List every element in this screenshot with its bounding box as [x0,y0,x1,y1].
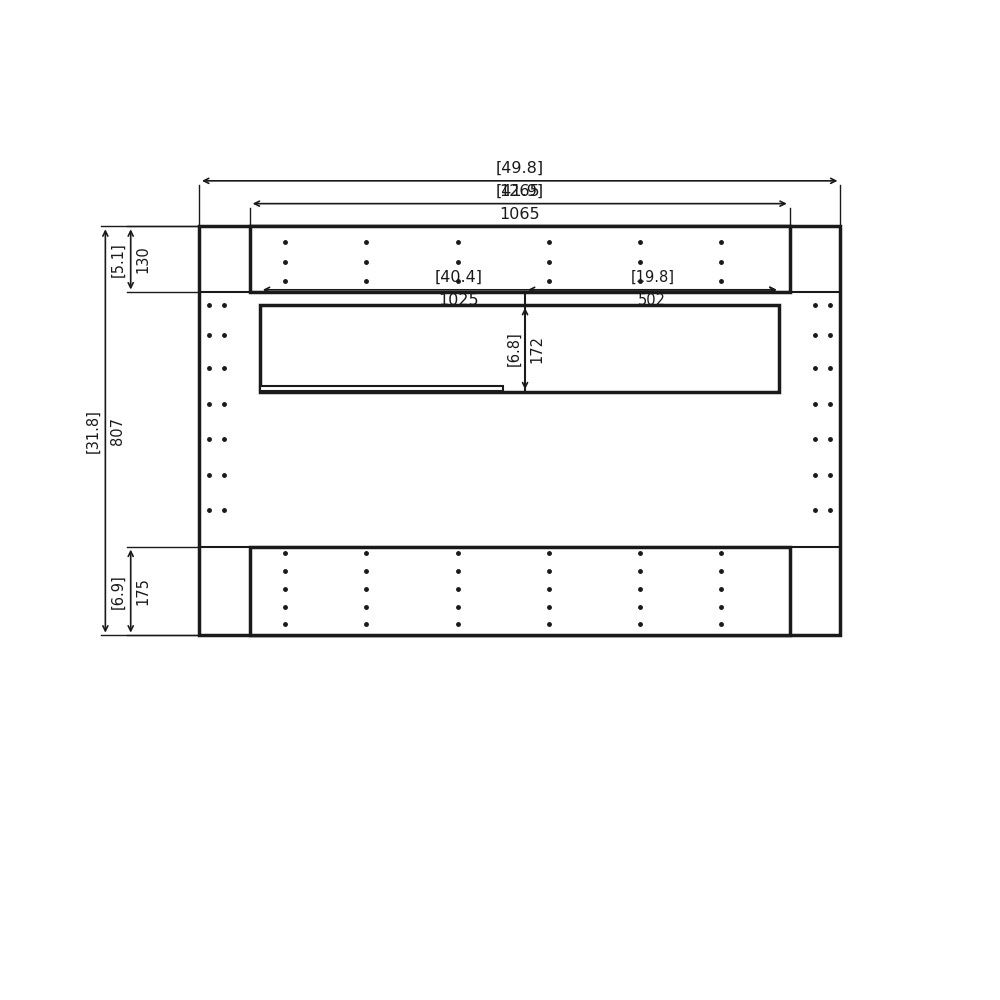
Text: [41.9]: [41.9] [496,184,544,199]
Text: 1265: 1265 [499,184,540,199]
Bar [250,226,790,292]
Text: [6.8]: [6.8] [506,331,521,366]
Text: 807: 807 [110,417,125,445]
Text: [31.8]: [31.8] [85,409,100,453]
Bar [260,305,779,392]
Bar [260,386,503,391]
Text: [19.8]: [19.8] [630,270,674,285]
Bar [250,547,790,635]
Text: 172: 172 [529,335,544,363]
Text: [5.1]: [5.1] [111,242,126,277]
Text: [6.9]: [6.9] [111,574,126,609]
Text: 1025: 1025 [439,293,479,308]
Text: [40.4]: [40.4] [435,270,483,285]
Text: 130: 130 [136,246,151,273]
Text: [49.8]: [49.8] [496,161,544,176]
Text: 1065: 1065 [499,207,540,222]
Bar [199,226,840,635]
Text: 502: 502 [638,293,666,308]
Text: 175: 175 [136,577,151,605]
